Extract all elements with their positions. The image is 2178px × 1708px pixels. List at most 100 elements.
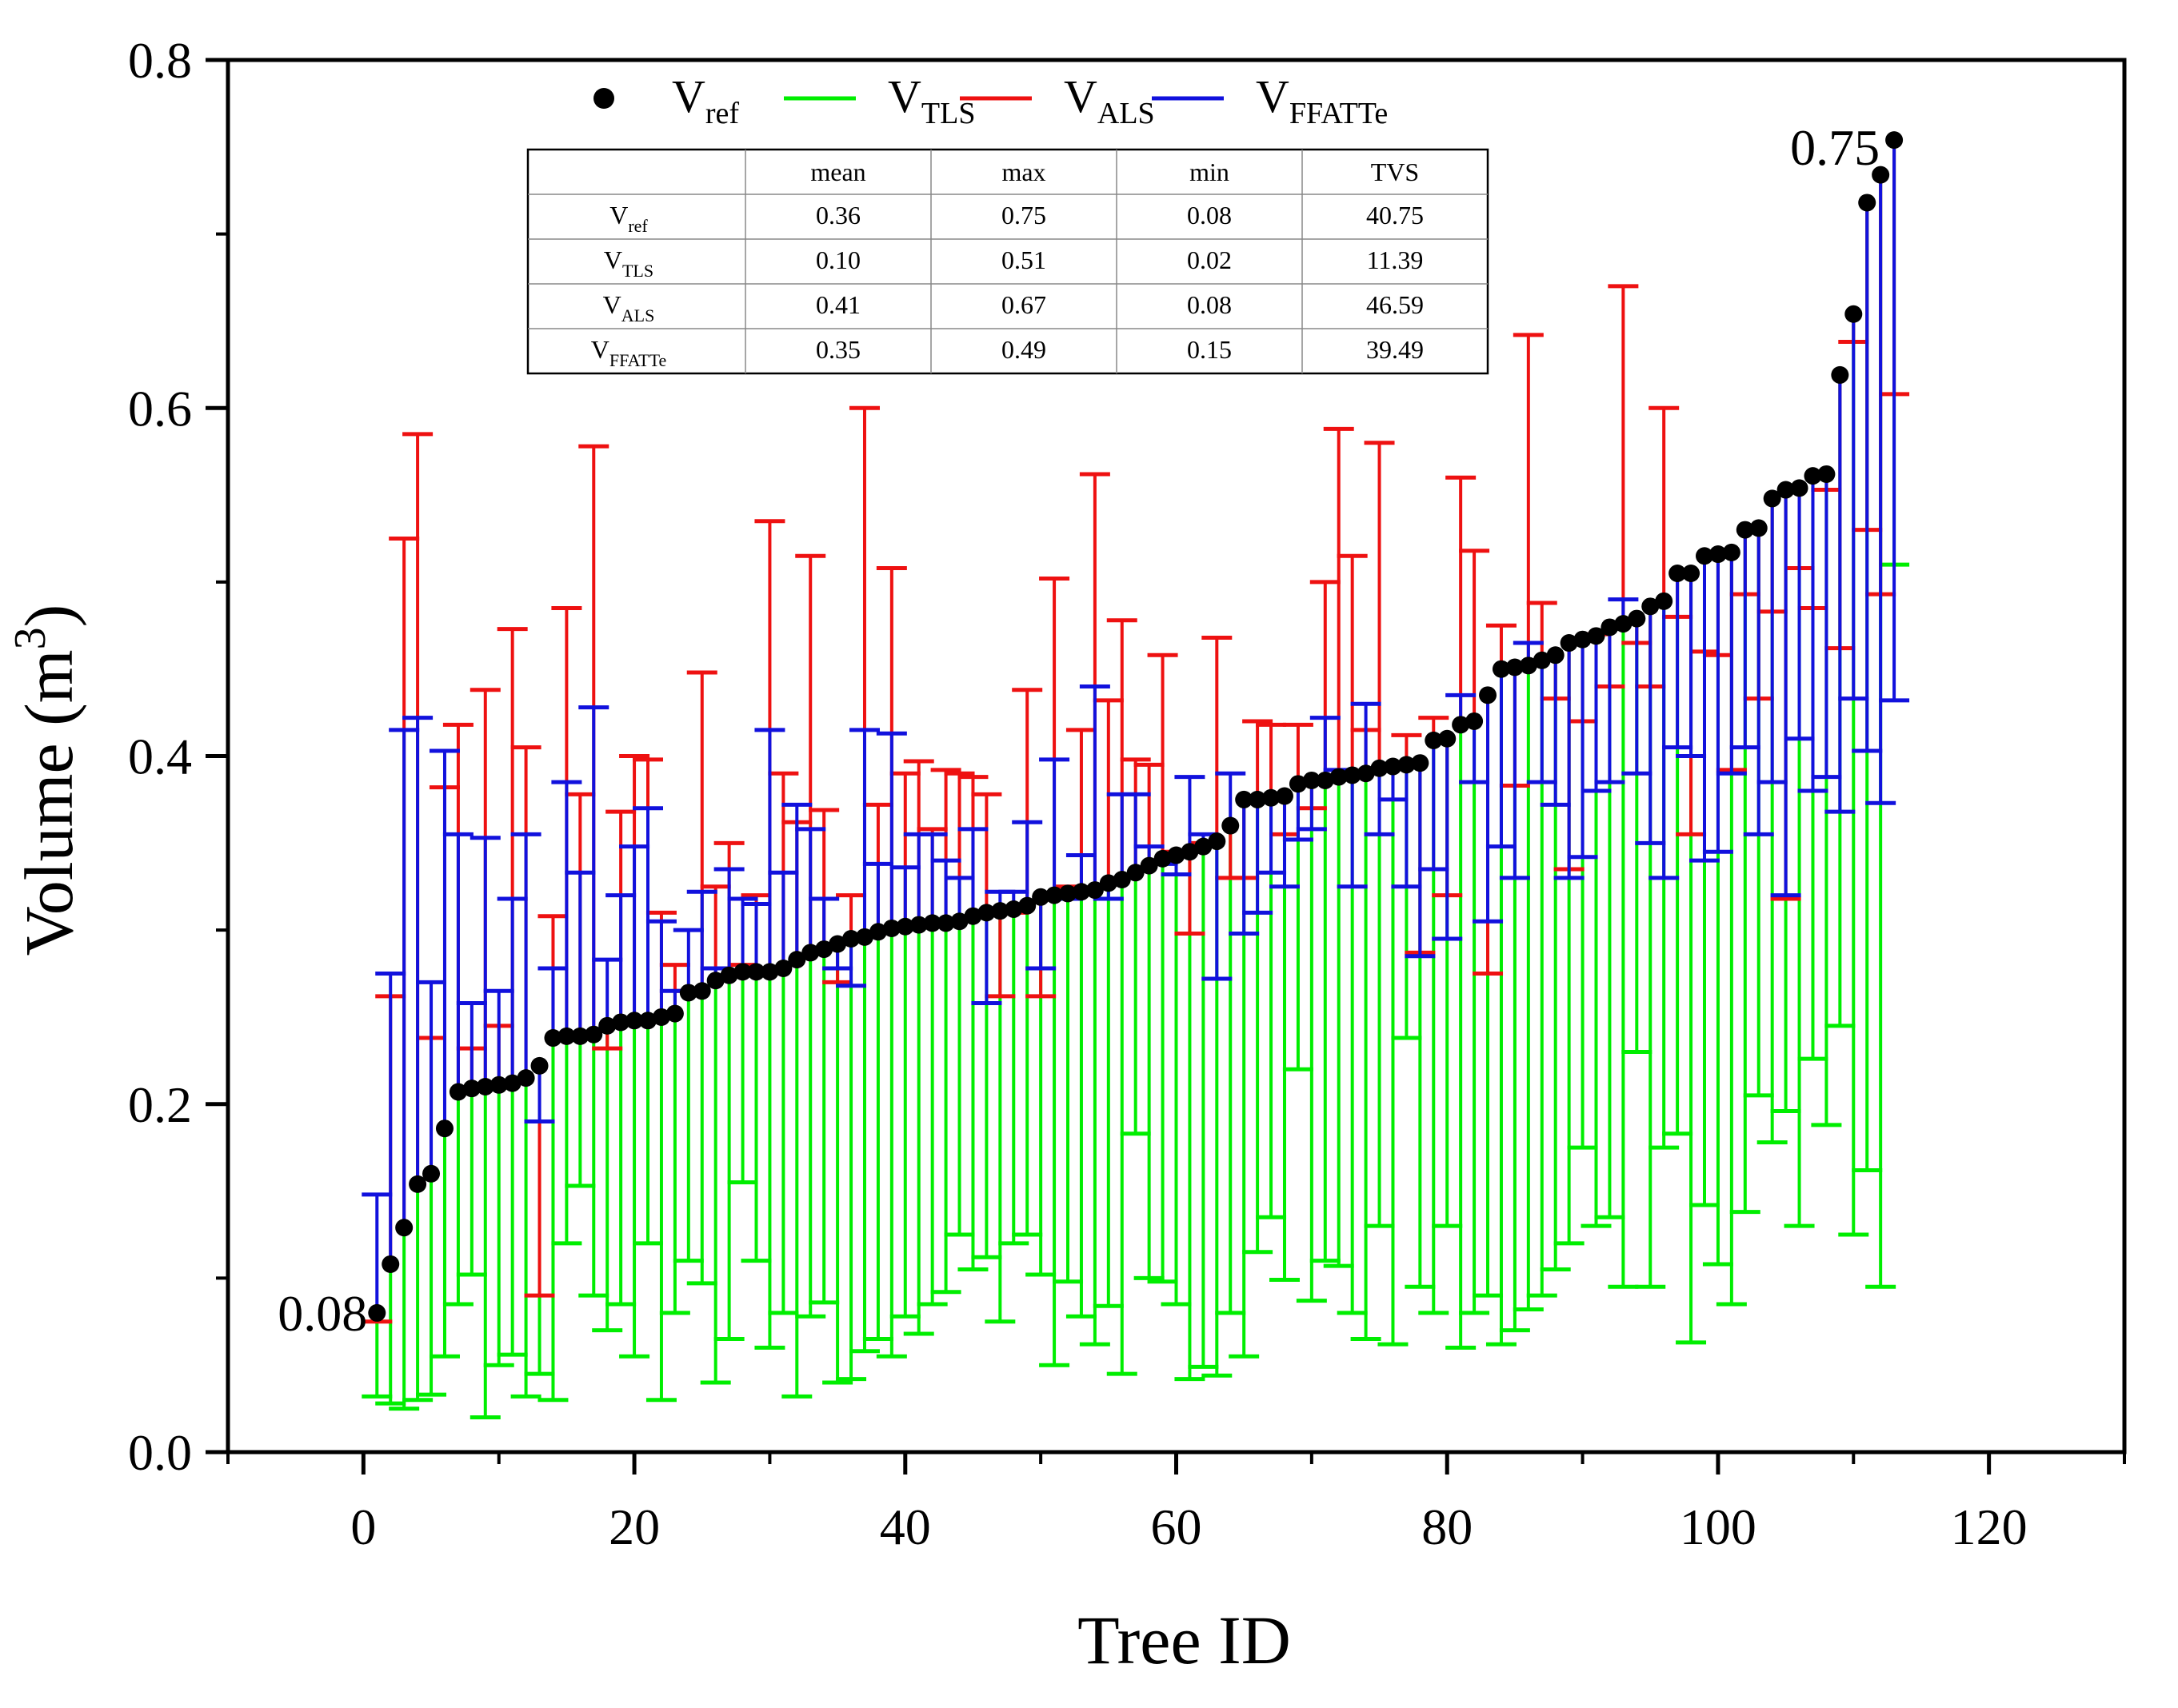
ref-point-94: [1628, 609, 1646, 628]
ref-point-18: [598, 1016, 617, 1035]
table-frame: [526, 148, 1489, 375]
table-cell: 0.67: [1001, 290, 1046, 319]
ref-point-34: [815, 940, 833, 959]
legend-sub: FFATTe: [1289, 97, 1388, 130]
ref-point-57: [1126, 864, 1145, 882]
table-cell: 0.08: [1187, 290, 1232, 319]
x-tick-label-100: 100: [1680, 1498, 1756, 1555]
ref-point-24: [679, 984, 697, 1002]
table-header-min: min: [1189, 158, 1229, 186]
ref-point-99: [1695, 547, 1713, 565]
ref-point-104: [1763, 489, 1781, 508]
y-axis-title: Volume (m3): [6, 605, 87, 956]
ref-point-85: [1505, 658, 1524, 676]
ref-point-37: [855, 928, 873, 946]
ref-point-40: [896, 917, 914, 936]
table-header-mean: mean: [810, 158, 865, 186]
table-header-max: max: [1001, 158, 1045, 186]
ref-point-15: [557, 1027, 576, 1045]
ref-point-89: [1560, 634, 1578, 652]
ref-point-23: [665, 1004, 684, 1023]
ref-point-97: [1668, 564, 1687, 582]
legend-base: V: [888, 70, 921, 122]
table-row-sub: TLS: [622, 261, 653, 281]
ref-point-19: [612, 1013, 630, 1032]
ref-points-layer: [368, 131, 1904, 1322]
ref-point-12: [517, 1069, 535, 1087]
x-tick-label-0: 0: [350, 1498, 376, 1555]
ref-point-80: [1438, 729, 1457, 748]
ref-point-58: [1140, 856, 1158, 875]
ref-point-109: [1831, 365, 1849, 384]
ref-point-3: [395, 1219, 414, 1237]
table-row-label-FFATTe: VFFATTe: [591, 335, 667, 370]
ref-point-90: [1573, 630, 1592, 648]
legend-sub: ref: [705, 97, 740, 130]
ref-point-20: [625, 1012, 644, 1030]
ref-point-13: [530, 1056, 549, 1075]
ref-point-5: [422, 1164, 441, 1183]
ref-point-27: [720, 966, 738, 984]
ref-point-56: [1113, 871, 1131, 889]
ref-point-96: [1655, 592, 1673, 610]
ref-point-38: [869, 923, 887, 941]
ref-point-2: [382, 1255, 400, 1273]
table-row-base: V: [604, 245, 622, 274]
ref-point-41: [909, 916, 928, 934]
ref-point-66: [1249, 790, 1267, 808]
x-tick-label-40: 40: [880, 1498, 931, 1555]
ref-point-11: [503, 1074, 522, 1092]
table-cell: 0.41: [816, 290, 861, 319]
ref-point-22: [652, 1008, 670, 1026]
ref-point-70: [1302, 771, 1321, 789]
table-row-label-ALS: VALS: [603, 290, 655, 325]
legend-base: V: [672, 70, 705, 122]
table-cell: 0.75: [1001, 201, 1046, 229]
ref-point-64: [1221, 816, 1240, 835]
ref-point-83: [1479, 686, 1497, 704]
y-tick-label-3: 0.6: [128, 380, 192, 437]
ref-point-26: [706, 972, 725, 990]
legend-sub: ALS: [1097, 97, 1155, 130]
table-row-label-TLS: VTLS: [604, 245, 653, 281]
table-row-base: V: [603, 290, 621, 319]
table-row-sub: ref: [628, 216, 648, 236]
ref-point-43: [937, 914, 955, 932]
legend: Vref VTLS VALS VFFATTe: [593, 70, 1388, 130]
ref-point-78: [1411, 754, 1429, 772]
ref-point-54: [1085, 881, 1104, 900]
table-row-base: V: [609, 201, 628, 229]
ref-point-111: [1858, 194, 1876, 212]
ref-point-86: [1519, 656, 1537, 675]
ref-point-55: [1099, 874, 1117, 892]
legend-marker-ref: [593, 88, 614, 109]
legend-label-FFATTe: VFFATTe: [1256, 70, 1388, 130]
ref-point-81: [1452, 716, 1470, 734]
table-cell: 0.02: [1187, 245, 1232, 274]
ref-point-21: [639, 1012, 657, 1030]
table-row-label-ref: Vref: [609, 201, 648, 236]
ref-point-52: [1059, 884, 1077, 903]
x-axis-title: Tree ID: [1077, 1602, 1291, 1678]
table-cell: 0.08: [1187, 201, 1232, 229]
ref-point-28: [733, 963, 752, 981]
ref-point-103: [1749, 519, 1768, 537]
ref-point-95: [1641, 597, 1660, 616]
ref-point-87: [1533, 651, 1551, 669]
ref-point-48: [1005, 900, 1023, 919]
ref-point-36: [842, 930, 861, 948]
table-row-base: V: [591, 335, 609, 364]
ref-point-82: [1465, 712, 1484, 730]
table-row-sub: FFATTe: [609, 350, 666, 370]
annotation-min: 0.08: [278, 1285, 367, 1342]
legend-label-TLS: VTLS: [888, 70, 975, 130]
annotation-max: 0.75: [1790, 119, 1880, 176]
ref-point-35: [829, 935, 847, 953]
x-tick-label-60: 60: [1151, 1498, 1202, 1555]
table-cell: 0.49: [1001, 335, 1046, 364]
ref-point-61: [1181, 843, 1199, 861]
ref-point-74: [1357, 764, 1375, 783]
